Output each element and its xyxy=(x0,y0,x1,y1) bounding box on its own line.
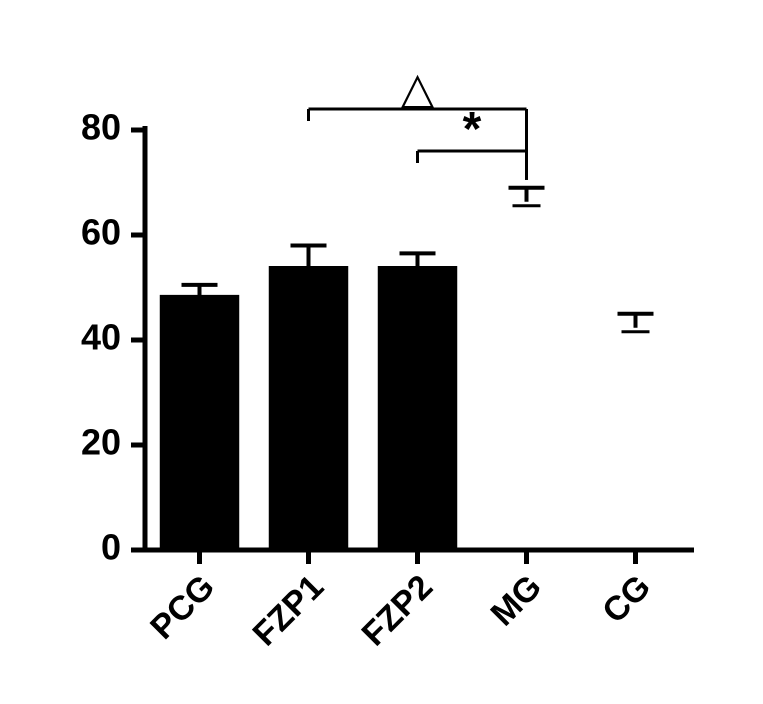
bar xyxy=(596,319,674,550)
bar-chart: 020406080 PCGFZP1FZP2MGCG △* xyxy=(0,0,763,704)
bar xyxy=(378,267,456,551)
sig-label: △ xyxy=(401,64,435,113)
bar xyxy=(487,193,565,550)
y-tick-label: 80 xyxy=(81,107,121,148)
y-tick-label: 60 xyxy=(81,212,121,253)
sig-label: * xyxy=(463,103,482,156)
bar xyxy=(269,267,347,551)
y-tick-label: 0 xyxy=(101,527,121,568)
bar xyxy=(160,295,238,550)
y-tick-label: 40 xyxy=(81,317,121,358)
y-tick-label: 20 xyxy=(81,422,121,463)
